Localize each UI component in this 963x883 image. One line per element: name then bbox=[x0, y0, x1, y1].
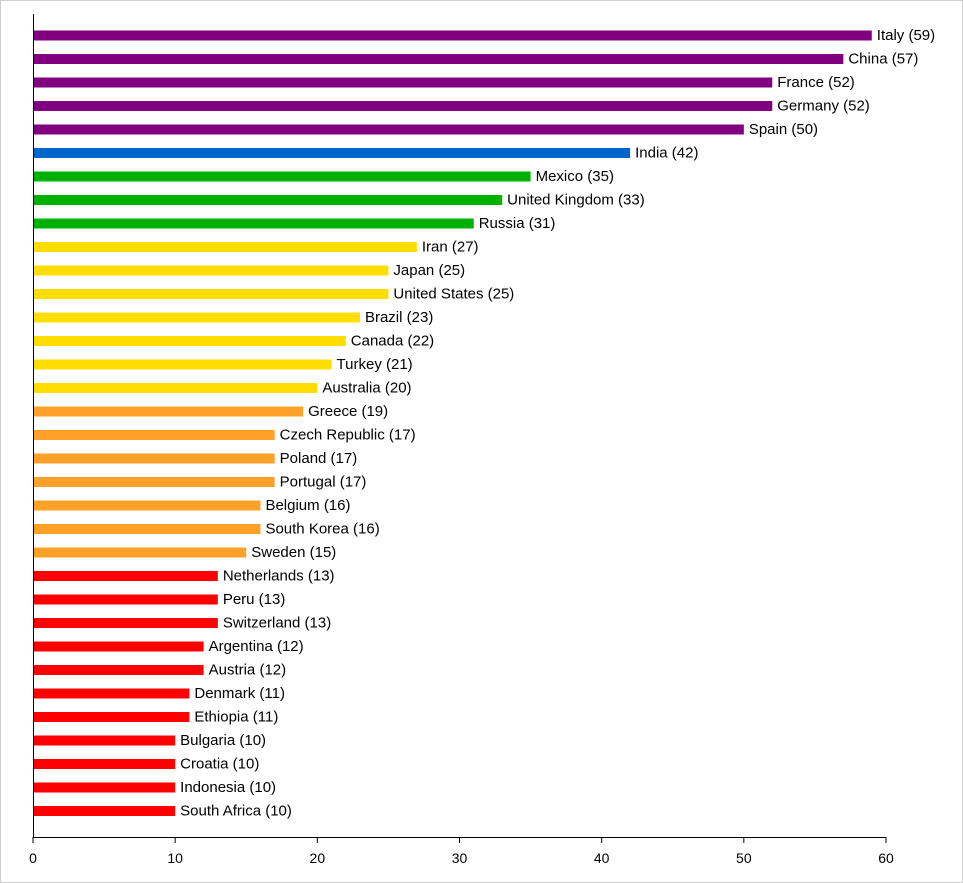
bar-india bbox=[33, 148, 631, 158]
bar-label-south-korea: South Korea (16) bbox=[265, 521, 379, 538]
bar-belgium bbox=[33, 500, 261, 511]
bar-label-turkey: Turkey (21) bbox=[337, 356, 413, 373]
bars-layer bbox=[33, 30, 872, 816]
bar-spain bbox=[33, 124, 744, 135]
bar-label-italy: Italy (59) bbox=[877, 27, 935, 44]
bar-bulgaria bbox=[33, 735, 176, 746]
bar-label-iran: Iran (27) bbox=[422, 239, 479, 256]
bar-australia bbox=[33, 383, 318, 393]
bar-label-india: India (42) bbox=[635, 145, 698, 162]
bar-label-france: France (52) bbox=[777, 74, 855, 91]
bar-czech-republic bbox=[33, 430, 275, 440]
bar-label-poland: Poland (17) bbox=[280, 450, 358, 467]
bar-label-russia: Russia (31) bbox=[479, 215, 556, 232]
bar-turkey bbox=[33, 359, 332, 370]
bar-label-china: China (57) bbox=[848, 51, 918, 68]
bar-label-australia: Australia (20) bbox=[322, 380, 411, 397]
bar-canada bbox=[33, 336, 346, 346]
bar-russia bbox=[33, 218, 474, 229]
bar-label-south-africa: South Africa (10) bbox=[180, 803, 292, 820]
bar-label-austria: Austria (12) bbox=[209, 662, 287, 679]
bar-label-bulgaria: Bulgaria (10) bbox=[180, 732, 266, 749]
x-tick-label-20: 20 bbox=[310, 850, 326, 866]
bar-label-belgium: Belgium (16) bbox=[265, 497, 350, 514]
bar-label-indonesia: Indonesia (10) bbox=[180, 779, 276, 796]
bar-netherlands bbox=[33, 571, 218, 581]
bar-indonesia bbox=[33, 782, 176, 793]
bar-sweden bbox=[33, 547, 247, 558]
bar-labels-layer: Italy (59) China (57) France (52) Germany (… bbox=[180, 27, 935, 820]
bar-france bbox=[33, 77, 773, 88]
bar-united-states bbox=[33, 289, 389, 299]
bar-italy bbox=[33, 30, 872, 41]
bar-label-ethiopia: Ethiopia (11) bbox=[194, 709, 278, 726]
bar-japan bbox=[33, 265, 389, 276]
bar-peru bbox=[33, 594, 218, 605]
bar-united-kingdom bbox=[33, 195, 503, 205]
bar-label-mexico: Mexico (35) bbox=[536, 168, 614, 185]
bar-label-spain: Spain (50) bbox=[749, 121, 818, 138]
bar-south-korea bbox=[33, 524, 261, 534]
bar-denmark bbox=[33, 688, 190, 699]
bar-label-croatia: Croatia (10) bbox=[180, 756, 259, 773]
bar-greece bbox=[33, 406, 304, 417]
bar-label-germany: Germany (52) bbox=[777, 98, 870, 115]
bar-label-united-kingdom: United Kingdom (33) bbox=[507, 192, 645, 209]
bar-croatia bbox=[33, 759, 176, 769]
bar-brazil bbox=[33, 312, 360, 323]
bar-label-portugal: Portugal (17) bbox=[280, 474, 367, 491]
bar-ethiopia bbox=[33, 712, 190, 722]
bar-label-sweden: Sweden (15) bbox=[251, 544, 336, 561]
bar-label-switzerland: Switzerland (13) bbox=[223, 615, 331, 632]
x-tick-label-0: 0 bbox=[29, 850, 37, 866]
bar-germany bbox=[33, 101, 773, 111]
bar-label-brazil: Brazil (23) bbox=[365, 309, 433, 326]
bar-china bbox=[33, 54, 844, 64]
bar-label-greece: Greece (19) bbox=[308, 403, 388, 420]
bar-portugal bbox=[33, 477, 275, 487]
bar-iran bbox=[33, 242, 417, 252]
x-tick-label-60: 60 bbox=[878, 850, 894, 866]
x-tick-label-10: 10 bbox=[167, 850, 183, 866]
bar-label-canada: Canada (22) bbox=[351, 333, 434, 350]
bar-label-czech-republic: Czech Republic (17) bbox=[280, 427, 416, 444]
bar-mexico bbox=[33, 171, 531, 182]
bar-label-argentina: Argentina (12) bbox=[209, 638, 304, 655]
bar-label-united-states: United States (25) bbox=[393, 286, 514, 303]
x-tick-label-40: 40 bbox=[594, 850, 610, 866]
bar-poland bbox=[33, 453, 275, 464]
bar-label-japan: Japan (25) bbox=[393, 262, 465, 279]
bar-label-denmark: Denmark (11) bbox=[194, 685, 285, 702]
bar-austria bbox=[33, 665, 204, 675]
bar-label-peru: Peru (13) bbox=[223, 591, 286, 608]
bar-switzerland bbox=[33, 618, 218, 628]
x-tick-label-50: 50 bbox=[736, 850, 752, 866]
x-axis-ticks: 0 10 20 30 40 50 60 bbox=[29, 837, 894, 866]
bar-south-africa bbox=[33, 806, 176, 816]
bar-argentina bbox=[33, 641, 204, 652]
bar-label-netherlands: Netherlands (13) bbox=[223, 568, 335, 585]
x-tick-label-30: 30 bbox=[452, 850, 468, 866]
